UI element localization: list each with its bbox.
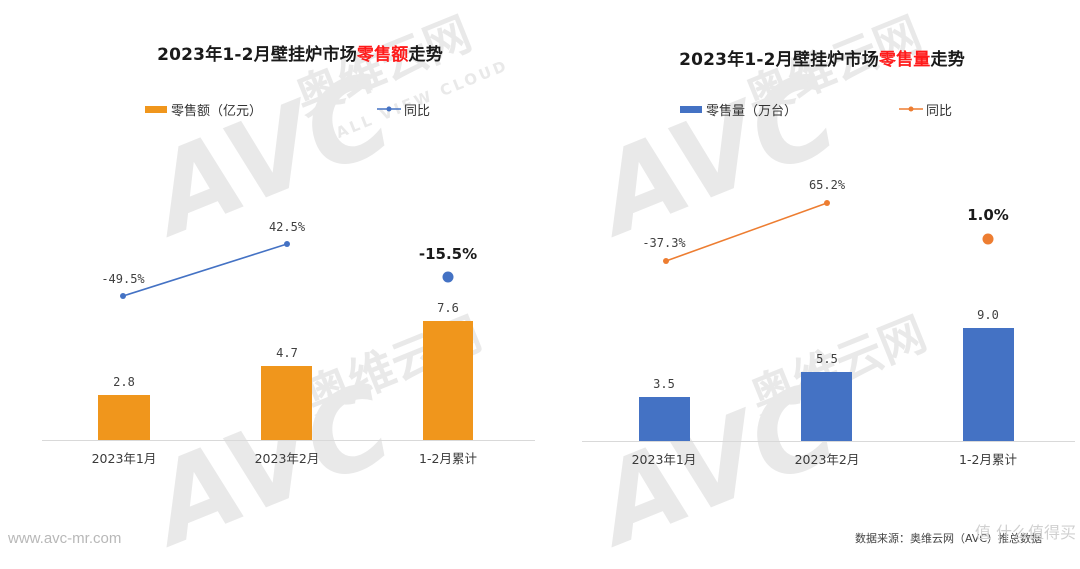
yoy-point-feb: [824, 200, 830, 206]
title-prefix: 2023年1-2月壁挂炉市场: [157, 45, 357, 65]
plot-area: 3.5 5.5 9.0 -37.3% 65.2% 1.0% 2023年1月 20…: [582, 178, 1075, 467]
legend-line-marker-icon: [377, 106, 401, 112]
website-watermark: www.avc-mr.com: [8, 530, 122, 547]
yoy-label-jan: -37.3%: [642, 236, 686, 250]
bar-label-cumulative: 7.6: [437, 301, 459, 315]
yoy-point-cumulative: [982, 233, 994, 245]
title-prefix: 2023年1-2月壁挂炉市场: [679, 50, 879, 70]
x-label-jan: 2023年1月: [92, 451, 157, 466]
yoy-label-feb: 42.5%: [269, 220, 306, 234]
x-label-feb: 2023年2月: [795, 452, 860, 467]
yoy-point-cumulative: [442, 271, 454, 283]
bar-jan: [98, 395, 150, 440]
title-suffix: 走势: [930, 50, 965, 70]
data-source-note: 数据来源：奥维云网（AVC）推总数据: [854, 532, 1042, 545]
bar-cumulative: [963, 328, 1014, 441]
legend-line-marker-icon: [899, 106, 923, 112]
yoy-label-feb: 65.2%: [809, 178, 846, 192]
bar-label-jan: 2.8: [113, 375, 135, 389]
title-suffix: 走势: [408, 45, 443, 65]
legend-item-line: 同比: [899, 100, 953, 119]
bar-label-feb: 4.7: [276, 346, 298, 360]
yoy-label-cumulative: 1.0%: [967, 206, 1009, 224]
yoy-point-feb: [284, 241, 290, 247]
title-highlight: 零售量: [878, 50, 931, 70]
legend-item-bar: 零售量（万台）: [680, 100, 798, 119]
bar-label-cumulative: 9.0: [977, 308, 999, 322]
retail-volume-chart: 2023年1-2月壁挂炉市场零售量走势 零售量（万台） 同比 3.5 5.5 9…: [540, 0, 1080, 552]
yoy-point-jan: [120, 293, 126, 299]
title-highlight: 零售额: [356, 45, 409, 65]
yoy-label-cumulative: -15.5%: [419, 245, 477, 263]
chart-title: 2023年1-2月壁挂炉市场零售量走势: [552, 45, 1080, 70]
legend-line-label: 同比: [404, 103, 431, 119]
legend-bar-swatch-icon: [145, 105, 167, 113]
retail-value-chart: 2023年1-2月壁挂炉市场零售额走势 零售额（亿元） 同比 2.8 4.7 7…: [0, 0, 540, 552]
legend-bar-swatch-icon: [680, 105, 702, 113]
bar-feb: [261, 366, 312, 440]
chart-title: 2023年1-2月壁挂炉市场零售额走势: [30, 40, 570, 65]
bar-jan: [639, 397, 690, 441]
legend-item-bar: 零售额（亿元）: [145, 100, 263, 119]
legend-bar-label: 零售量（万台）: [706, 103, 798, 119]
legend-line-label: 同比: [926, 103, 953, 119]
x-label-cumulative: 1-2月累计: [419, 451, 477, 466]
bar-feb: [801, 372, 852, 441]
plot-area: 2.8 4.7 7.6 -49.5% 42.5% -15.5% 2023年1月 …: [42, 220, 535, 466]
x-label-feb: 2023年2月: [255, 451, 320, 466]
x-label-cumulative: 1-2月累计: [959, 452, 1017, 467]
legend-item-line: 同比: [377, 100, 431, 119]
yoy-point-jan: [663, 258, 669, 264]
yoy-line: [665, 202, 828, 262]
bar-label-feb: 5.5: [816, 352, 838, 366]
corner-watermark: 值 什么值得买: [974, 523, 1076, 542]
yoy-line: [122, 243, 288, 297]
legend-bar-label: 零售额（亿元）: [171, 103, 263, 119]
yoy-label-jan: -49.5%: [101, 272, 145, 286]
x-label-jan: 2023年1月: [632, 452, 697, 467]
bar-label-jan: 3.5: [653, 377, 675, 391]
bar-cumulative: [423, 321, 473, 440]
